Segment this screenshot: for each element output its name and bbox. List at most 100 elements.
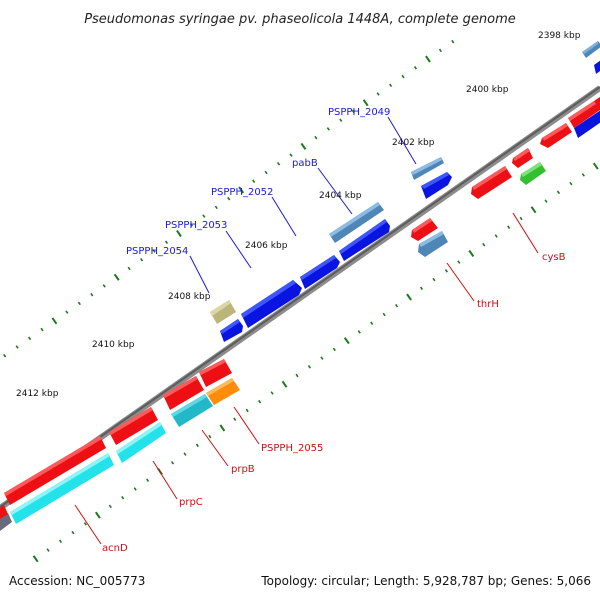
gene-feature-thrH-red[interactable]: [411, 218, 438, 241]
outer-tick-41: [438, 48, 442, 53]
outer-tick-15: [113, 273, 120, 281]
gene-label-prpC[interactable]: prpC: [179, 497, 203, 508]
gene-feature-edge-red[interactable]: [0, 505, 8, 519]
gene-feature-2398a[interactable]: [582, 41, 600, 58]
gene-feature-PSPPH_2052[interactable]: [300, 255, 340, 289]
forward-strand-track: [0, 41, 600, 531]
inner-tick-27: [370, 321, 374, 325]
gene-feature-acnD-cyan[interactable]: [10, 453, 114, 524]
outer-tick-13: [90, 292, 94, 297]
inner-tick-45: [592, 162, 599, 170]
tick-label-2398: 2398 kbp: [538, 31, 581, 41]
accession-text: Accession: NC_005773: [9, 574, 145, 588]
gene-feature-prpC-red[interactable]: [109, 407, 158, 445]
inner-tick-34: [457, 260, 461, 264]
gene-feature-thrH-steel[interactable]: [418, 231, 448, 257]
inner-tick-19: [270, 391, 274, 395]
gene-feature-prpB-cyan[interactable]: [171, 394, 213, 427]
outer-tick-33: [339, 118, 343, 122]
gene-label-PSPPH_2052[interactable]: PSPPH_2052: [211, 187, 273, 198]
inner-tick-42: [556, 190, 561, 195]
inner-tick-0: [32, 555, 39, 563]
gene-feature-2402-red[interactable]: [512, 148, 533, 168]
outer-tick-26: [252, 179, 256, 183]
inner-tick-43: [569, 181, 573, 186]
inner-tick-3: [71, 530, 75, 535]
gene-label-PSPPH_2054[interactable]: PSPPH_2054: [126, 246, 188, 257]
inner-tick-8: [133, 487, 137, 491]
outer-tick-25: [238, 186, 245, 194]
gene-label-cysB[interactable]: cysB: [542, 252, 566, 263]
gene-label-acnD[interactable]: acnD: [102, 543, 128, 554]
gene-label-PSPPH_2053[interactable]: PSPPH_2053: [165, 220, 227, 231]
inner-tick-17: [245, 408, 249, 413]
outer-tick-7: [15, 345, 19, 349]
inner-tick-29: [395, 303, 399, 308]
outer-tick-11: [65, 310, 69, 314]
gene-feature-PSPPH_2055-red[interactable]: [199, 359, 232, 387]
tick-label-2400: 2400 kbp: [466, 85, 509, 95]
inner-tick-31: [419, 286, 424, 291]
gene-feature-acnD-red[interactable]: [4, 436, 106, 505]
tick-label-2402: 2402 kbp: [392, 138, 435, 148]
gene-feature-2408-khaki[interactable]: [210, 300, 236, 324]
inner-tick-12: [183, 452, 187, 456]
gene-feature-2398b[interactable]: [594, 58, 600, 74]
inner-tick-37: [494, 234, 498, 238]
inner-tick-22: [307, 365, 312, 369]
inner-tick-30: [406, 293, 412, 301]
gene-feature-2402-green[interactable]: [520, 162, 546, 185]
gene-feature-2401-red[interactable]: [540, 123, 572, 148]
outer-tick-39: [413, 66, 418, 70]
gene-feature-PSPPH_2053[interactable]: [241, 280, 302, 328]
outer-tick-6: [3, 353, 7, 358]
gene-feature-2400[interactable]: [574, 108, 600, 138]
outer-tick-8: [27, 336, 32, 341]
inner-tick-20: [281, 380, 288, 388]
gene-label-thrH[interactable]: thrH: [477, 299, 499, 310]
gene-label-pabB[interactable]: pabB: [292, 158, 318, 169]
gene-feature-2400-red[interactable]: [568, 97, 600, 128]
gene-feature-PSPPH_2049[interactable]: [411, 157, 452, 199]
inner-tick-9: [146, 478, 150, 483]
inner-tick-21: [295, 373, 299, 378]
outer-tick-18: [152, 249, 156, 253]
outer-tick-42: [451, 39, 455, 44]
inner-tick-26: [357, 330, 361, 334]
reverse-strand-track: [0, 97, 600, 524]
gene-label-prpB[interactable]: prpB: [231, 464, 255, 475]
gene-label-PSPPH_2055[interactable]: PSPPH_2055: [261, 443, 323, 454]
gene-feature-prpB-red[interactable]: [163, 376, 204, 410]
inner-tick-14: [208, 434, 212, 439]
gene-feature-pabB[interactable]: [329, 202, 390, 261]
inner-tick-44: [581, 173, 585, 177]
inner-tick-38: [507, 225, 511, 229]
inner-tick-32: [432, 277, 436, 282]
outer-tick-28: [276, 162, 281, 166]
map-title: Pseudomonas syringae pv. phaseolicola 14…: [84, 12, 516, 27]
inner-tick-5: [94, 511, 101, 519]
outer-tick-32: [326, 127, 330, 131]
gene-feature-cysB-red[interactable]: [471, 166, 512, 199]
inner-tick-16: [233, 417, 237, 421]
inner-tick-11: [170, 461, 175, 465]
tick-label-2408: 2408 kbp: [168, 292, 211, 302]
inner-tick-36: [482, 242, 486, 247]
gene-feature-PSPPH_2055-orange[interactable]: [206, 378, 240, 405]
tick-label-2410: 2410 kbp: [92, 340, 135, 350]
gene-feature-prpC-cyan[interactable]: [116, 422, 166, 463]
gene-feature-PSPPH_2054[interactable]: [220, 319, 243, 342]
gene-feature-2414[interactable]: [0, 513, 12, 531]
tick-label-2406: 2406 kbp: [245, 241, 288, 251]
gene-labels: PSPPH_2049 pabB PSPPH_2052 PSPPH_2053 PS…: [102, 107, 566, 554]
outer-tick-30: [300, 142, 307, 150]
outer-tick-12: [77, 301, 81, 306]
inner-tick-40: [530, 206, 537, 214]
outer-tick-35: [362, 99, 369, 107]
gene-label-PSPPH_2049[interactable]: PSPPH_2049: [328, 107, 390, 118]
outer-tick-10: [51, 317, 58, 325]
outer-tick-36: [376, 92, 380, 96]
outer-tick-38: [401, 74, 405, 79]
inner-tick-28: [382, 312, 386, 317]
